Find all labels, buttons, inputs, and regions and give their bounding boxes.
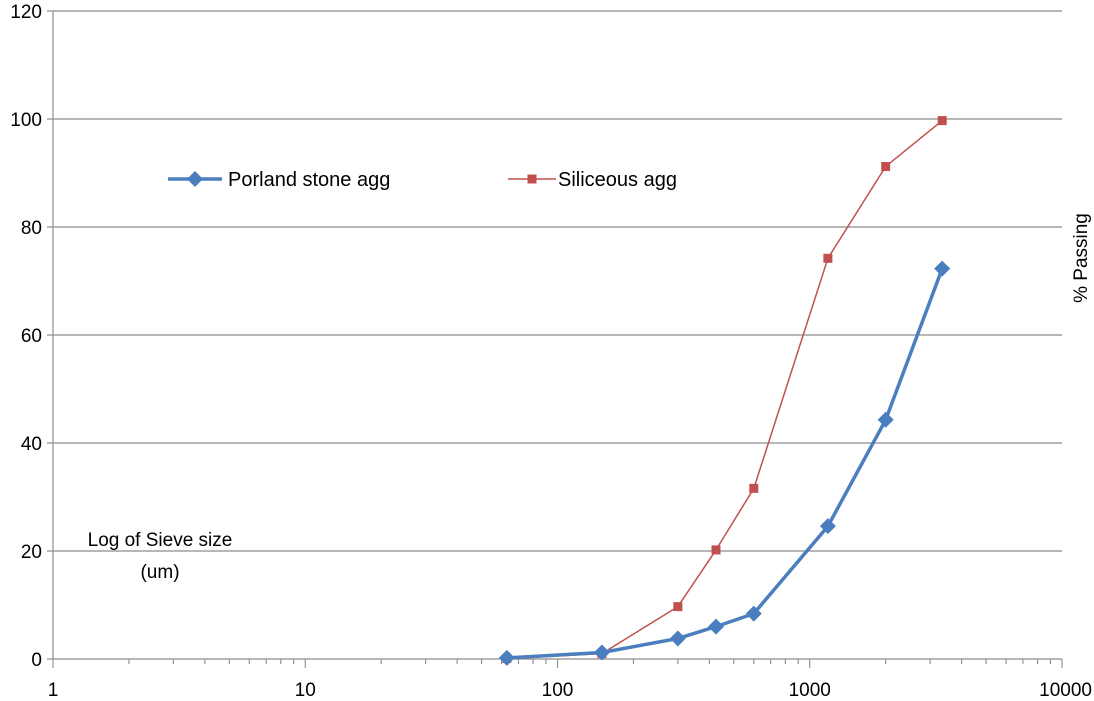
legend: Porland stone agg Siliceous agg — [168, 169, 677, 191]
legend-marker — [527, 174, 537, 184]
legend-marker — [187, 171, 203, 187]
y-tick-label: 40 — [21, 434, 42, 455]
data-point — [593, 644, 610, 661]
axis-layer — [47, 10, 1063, 668]
x-axis-title-unit: (um) — [140, 562, 179, 583]
y-tick-label: 60 — [21, 326, 42, 347]
y-tick-label: 120 — [10, 2, 42, 23]
data-point — [749, 483, 759, 493]
grid-layer — [53, 10, 1062, 552]
series-line — [506, 120, 943, 660]
data-point — [708, 618, 725, 635]
data-point — [745, 605, 762, 622]
series-porland-stone — [498, 260, 951, 666]
data-point — [934, 260, 951, 277]
series-layer — [498, 116, 951, 666]
data-point — [498, 649, 515, 666]
x-tick-label: 10 — [295, 680, 316, 701]
y-tick-label: 100 — [10, 110, 42, 131]
y-tick-label: 0 — [31, 650, 42, 671]
data-point — [669, 630, 686, 647]
data-point — [823, 253, 833, 263]
legend-label: Porland stone agg — [228, 169, 390, 191]
y-tick-label: 80 — [21, 218, 42, 239]
legend-item: Siliceous agg — [508, 169, 677, 191]
x-tick-label: 10000 — [1039, 680, 1092, 701]
x-tick-label: 1000 — [789, 680, 831, 701]
data-point — [877, 411, 894, 428]
x-tick-label: 1 — [48, 680, 59, 701]
x-tick-label: 100 — [542, 680, 574, 701]
data-point — [673, 602, 683, 612]
data-point — [711, 545, 721, 555]
series-siliceous — [502, 116, 947, 663]
y-tick-label: 20 — [21, 542, 42, 563]
y-axis-title: % Passing — [1071, 213, 1092, 303]
data-point — [819, 518, 836, 535]
legend-item: Porland stone agg — [168, 169, 390, 191]
data-point — [937, 116, 947, 126]
legend-label: Siliceous agg — [558, 169, 677, 191]
series-line — [506, 267, 944, 660]
x-axis-title: Log of Sieve size — [88, 530, 233, 551]
data-point — [881, 162, 891, 172]
